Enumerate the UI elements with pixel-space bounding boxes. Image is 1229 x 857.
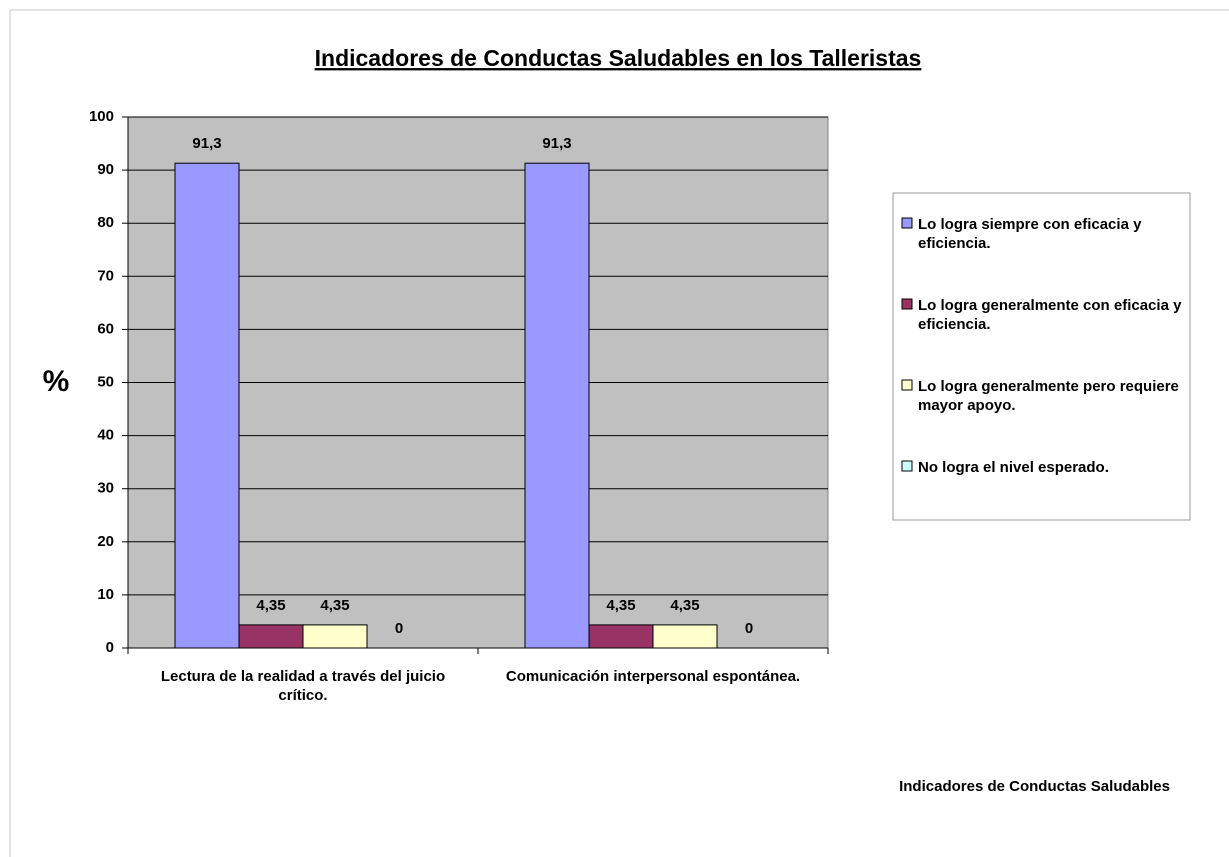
bar — [588, 624, 654, 649]
data-label: 91,3 — [192, 135, 221, 152]
chart-title: Indicadores de Conductas Saludables en l… — [315, 45, 922, 71]
bar — [174, 162, 240, 649]
y-tick-label: 90 — [97, 161, 114, 178]
x-tick-label: Lectura de la realidad a través del juic… — [160, 668, 446, 704]
legend-label: Lo logra siempre con eficacia y eficienc… — [918, 216, 1142, 252]
data-label: 0 — [745, 620, 753, 637]
y-axis-label: % — [43, 365, 70, 398]
y-tick-label: 80 — [97, 214, 114, 231]
y-tick-label: 0 — [106, 639, 114, 656]
bar — [652, 624, 718, 649]
data-label: 4,35 — [256, 597, 285, 614]
y-tick-label: 50 — [97, 373, 114, 390]
bar — [238, 624, 304, 649]
y-tick-label: 40 — [97, 427, 114, 444]
legend-swatch — [901, 298, 913, 310]
x-tick-label: Comunicación interpersonal espontánea. — [505, 668, 801, 685]
bar — [302, 624, 368, 649]
legend-swatch — [901, 217, 913, 229]
legend-swatch — [901, 460, 913, 472]
y-tick-label: 100 — [89, 108, 114, 125]
legend-box — [892, 192, 1191, 521]
legend-swatch — [901, 379, 913, 391]
y-tick-label: 60 — [97, 320, 114, 337]
data-label: 4,35 — [606, 597, 635, 614]
bar — [524, 162, 590, 649]
legend-label: No logra el nivel esperado. — [918, 459, 1109, 476]
x-axis-label: Indicadores de Conductas Saludables — [899, 778, 1170, 795]
legend-label: Lo logra generalmente con eficacia y efi… — [918, 297, 1182, 333]
y-tick-label: 20 — [97, 533, 114, 550]
y-tick-label: 10 — [97, 586, 114, 603]
data-label: 0 — [395, 620, 403, 637]
y-tick-label: 70 — [97, 267, 114, 284]
y-tick-label: 30 — [97, 480, 114, 497]
legend-label: Lo logra generalmente pero requiere mayo… — [918, 378, 1179, 414]
data-label: 91,3 — [542, 135, 571, 152]
data-label: 4,35 — [320, 597, 349, 614]
data-label: 4,35 — [670, 597, 699, 614]
